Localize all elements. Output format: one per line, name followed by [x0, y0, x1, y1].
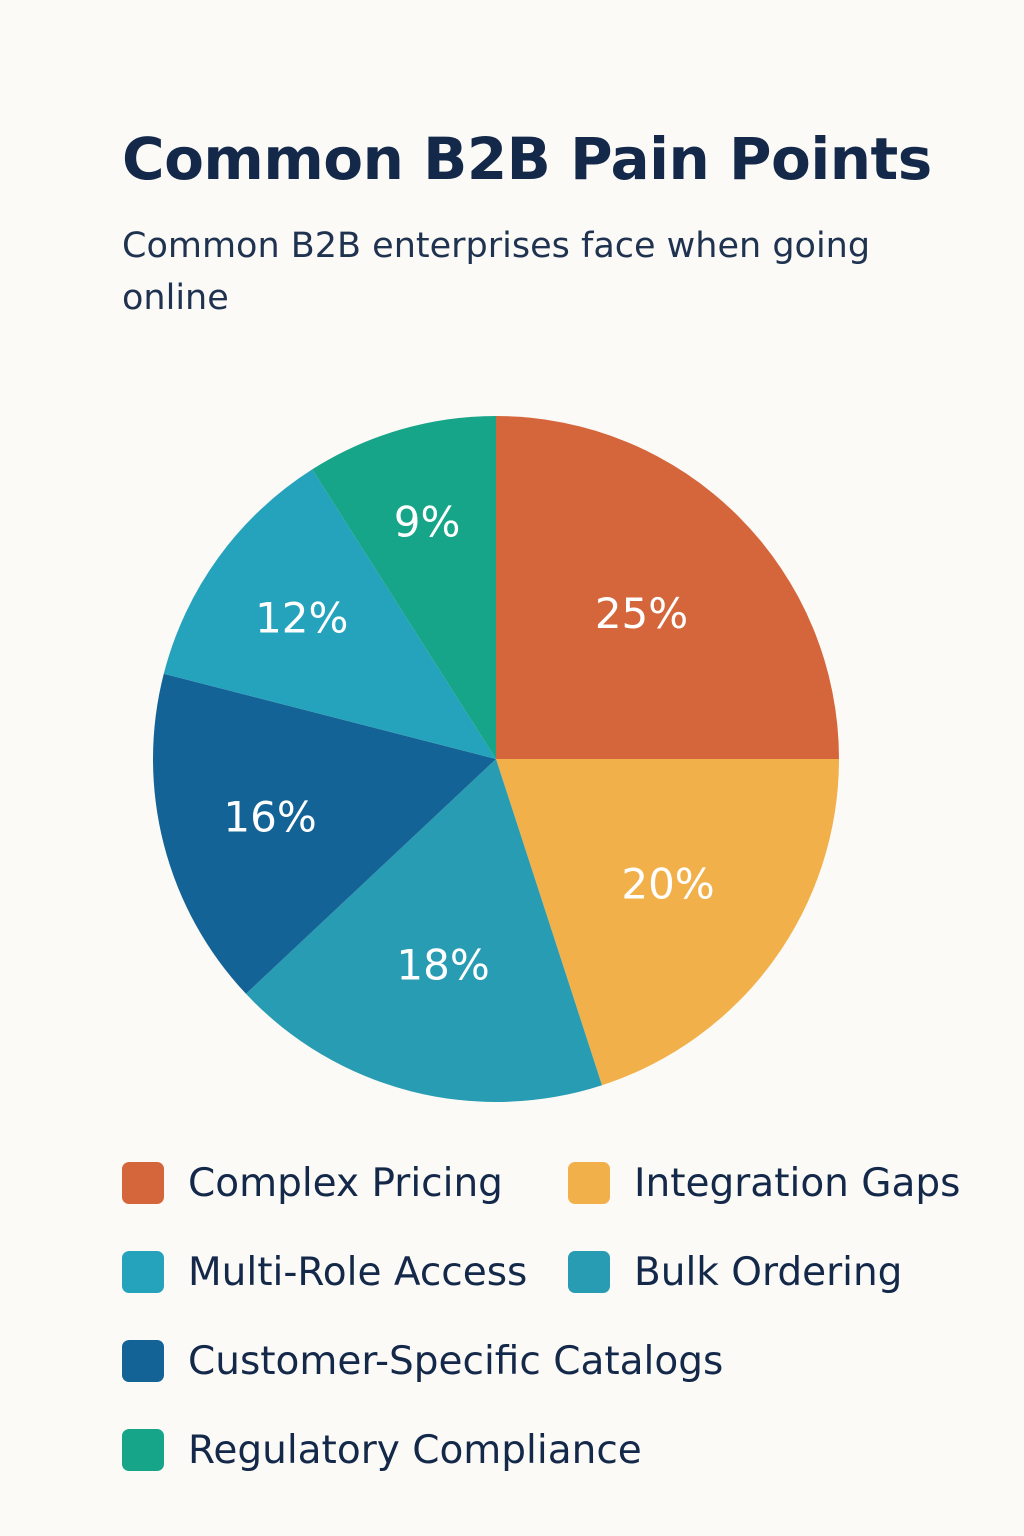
pie-slice-customer-specific-catalogs	[153, 673, 496, 994]
slice-value-label: 20%	[621, 859, 714, 908]
legend-item: Integration Gaps	[568, 1150, 961, 1216]
pie-slice-labels: 25% 20% 18% 16% 12% 9%	[223, 497, 714, 989]
chart-subtitle: Common B2B enterprises face when going o…	[122, 226, 871, 318]
slice-value-label: 9%	[394, 497, 461, 546]
legend-swatch	[568, 1251, 610, 1293]
legend-swatch	[122, 1429, 164, 1471]
legend-item: Multi-Role Access	[122, 1239, 527, 1305]
legend-label: Multi-Role Access	[188, 1249, 528, 1295]
legend-label: Customer-Specific Catalogs	[188, 1338, 724, 1384]
legend-swatch	[568, 1162, 610, 1204]
legend-label: Complex Pricing	[188, 1160, 503, 1206]
legend-label: Integration Gaps	[634, 1160, 961, 1206]
slice-value-label: 25%	[595, 589, 688, 638]
legend-label: Bulk Ordering	[634, 1249, 903, 1295]
pie-slice-complex-pricing	[496, 416, 839, 759]
slice-value-label: 12%	[255, 593, 348, 642]
legend-swatch	[122, 1251, 164, 1293]
pie-slices	[153, 416, 839, 1103]
slice-value-label: 16%	[223, 793, 316, 842]
chart-title: Common B2B Pain Points	[122, 125, 932, 193]
pie-slice-multi-role-access	[163, 469, 496, 759]
legend-swatch	[122, 1340, 164, 1382]
legend-item: Regulatory Compliance	[122, 1417, 642, 1483]
legend-item: Complex Pricing	[122, 1150, 503, 1216]
pie-slice-bulk-ordering	[245, 759, 602, 1103]
legend-label: Regulatory Compliance	[188, 1427, 642, 1473]
legend-item: Bulk Ordering	[568, 1239, 902, 1305]
slice-value-label: 18%	[396, 940, 489, 989]
legend-item: Customer-Specific Catalogs	[122, 1328, 723, 1394]
pie-slice-regulatory-compliance	[312, 416, 496, 759]
legend-swatch	[122, 1162, 164, 1204]
pie-slice-integration-gaps	[496, 759, 839, 1086]
